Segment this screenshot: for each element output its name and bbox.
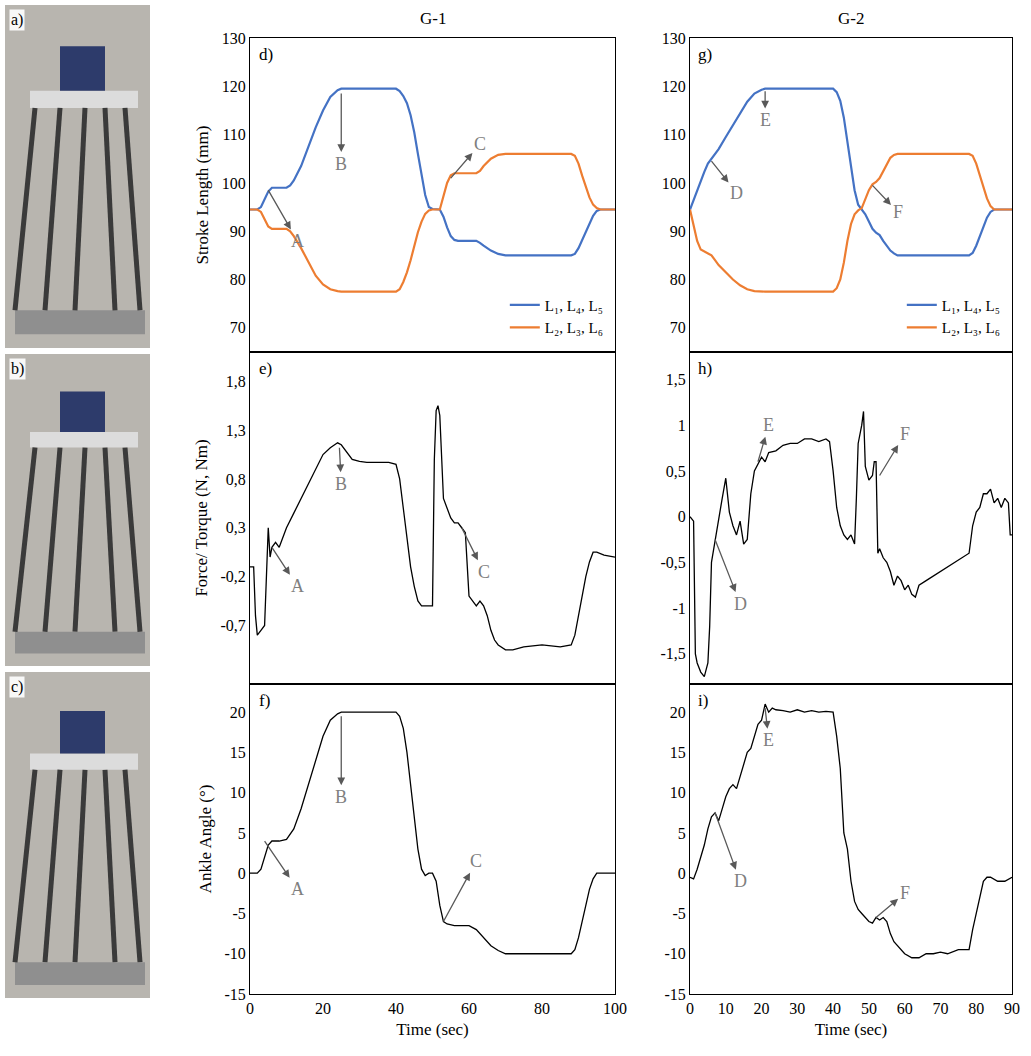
svg-text:70: 70 [670,319,686,336]
svg-text:70: 70 [230,319,246,336]
svg-text:D: D [730,183,743,203]
svg-text:20: 20 [315,1000,331,1017]
svg-text:-0,5: -0,5 [660,554,685,571]
svg-text:-10: -10 [664,945,685,962]
svg-text:-15: -15 [224,986,245,1003]
svg-text:110: 110 [662,126,685,143]
svg-text:B: B [335,787,347,807]
svg-text:b): b) [11,360,24,378]
svg-text:90: 90 [670,223,686,240]
svg-text:130: 130 [222,30,246,47]
svg-text:-15: -15 [664,986,685,1003]
svg-text:L₁, L₄, L₅: L₁, L₄, L₅ [545,298,603,314]
svg-text:80: 80 [968,1000,984,1017]
svg-text:a): a) [11,11,23,29]
svg-text:20: 20 [670,704,686,721]
svg-text:30: 30 [789,1000,805,1017]
svg-text:-1,5: -1,5 [660,645,685,662]
svg-text:15: 15 [670,744,686,761]
svg-text:A: A [291,576,304,596]
svg-text:-1: -1 [672,600,685,617]
svg-text:F: F [900,424,910,444]
svg-text:D: D [734,594,747,614]
svg-text:50: 50 [861,1000,877,1017]
svg-text:1,3: 1,3 [226,422,246,439]
svg-text:Force/ Torque (N, Nm): Force/ Torque (N, Nm) [192,439,211,596]
svg-text:80: 80 [534,1000,550,1017]
svg-text:A: A [291,879,304,899]
svg-text:B: B [335,474,347,494]
svg-text:F: F [893,202,903,222]
svg-text:0: 0 [238,865,246,882]
svg-text:80: 80 [670,271,686,288]
svg-text:0: 0 [246,1000,254,1017]
svg-text:E: E [763,730,774,750]
svg-text:L₁, L₄, L₅: L₁, L₄, L₅ [942,298,1000,314]
svg-text:C: C [474,134,486,154]
svg-text:0,5: 0,5 [666,463,686,480]
svg-text:10: 10 [670,784,686,801]
svg-text:D: D [734,871,747,891]
svg-text:-5: -5 [232,905,245,922]
svg-text:60: 60 [461,1000,477,1017]
svg-text:f): f) [259,691,270,710]
svg-text:120: 120 [662,78,686,95]
svg-text:20: 20 [754,1000,770,1017]
svg-text:0,8: 0,8 [226,471,246,488]
svg-text:1,5: 1,5 [666,371,686,388]
svg-text:110: 110 [222,126,245,143]
svg-text:Time (sec): Time (sec) [396,1020,469,1039]
svg-text:10: 10 [230,784,246,801]
svg-text:10: 10 [718,1000,734,1017]
svg-text:0: 0 [678,508,686,525]
svg-text:Time (sec): Time (sec) [815,1020,888,1039]
svg-text:130: 130 [662,30,686,47]
svg-text:C: C [470,851,482,871]
svg-text:h): h) [698,359,712,378]
svg-text:1,8: 1,8 [226,373,246,390]
svg-text:i): i) [698,691,708,710]
svg-text:120: 120 [222,78,246,95]
svg-text:90: 90 [230,223,246,240]
svg-text:5: 5 [238,825,246,842]
svg-text:G-2: G-2 [838,9,864,28]
svg-text:d): d) [259,45,273,64]
svg-text:L₂, L₃, L₆: L₂, L₃, L₆ [545,320,603,336]
svg-text:90: 90 [1004,1000,1020,1017]
svg-text:0: 0 [686,1000,694,1017]
svg-text:15: 15 [230,744,246,761]
svg-text:100: 100 [662,175,686,192]
svg-text:g): g) [698,45,712,64]
svg-text:0: 0 [678,865,686,882]
svg-text:100: 100 [222,175,246,192]
svg-text:c): c) [11,678,23,696]
svg-text:-0,7: -0,7 [220,617,245,634]
svg-text:Ankle Angle (°): Ankle Angle (°) [196,785,215,894]
svg-text:100: 100 [603,1000,627,1017]
svg-text:-10: -10 [224,945,245,962]
svg-text:40: 40 [388,1000,404,1017]
svg-text:G-1: G-1 [420,9,446,28]
svg-text:A: A [291,231,304,251]
svg-text:80: 80 [230,271,246,288]
svg-text:70: 70 [932,1000,948,1017]
svg-text:E: E [760,110,771,130]
svg-text:60: 60 [897,1000,913,1017]
svg-text:40: 40 [825,1000,841,1017]
svg-text:-0,2: -0,2 [220,568,245,585]
svg-text:20: 20 [230,704,246,721]
svg-text:B: B [335,154,347,174]
svg-text:-5: -5 [672,905,685,922]
svg-text:0,3: 0,3 [226,519,246,536]
svg-text:F: F [900,883,910,903]
svg-text:5: 5 [678,825,686,842]
svg-text:1: 1 [678,417,686,434]
svg-text:E: E [763,415,774,435]
svg-text:Stroke Length (mm): Stroke Length (mm) [193,126,212,265]
svg-text:e): e) [259,359,272,378]
svg-text:C: C [478,562,490,582]
svg-text:L₂, L₃, L₆: L₂, L₃, L₆ [942,320,1000,336]
